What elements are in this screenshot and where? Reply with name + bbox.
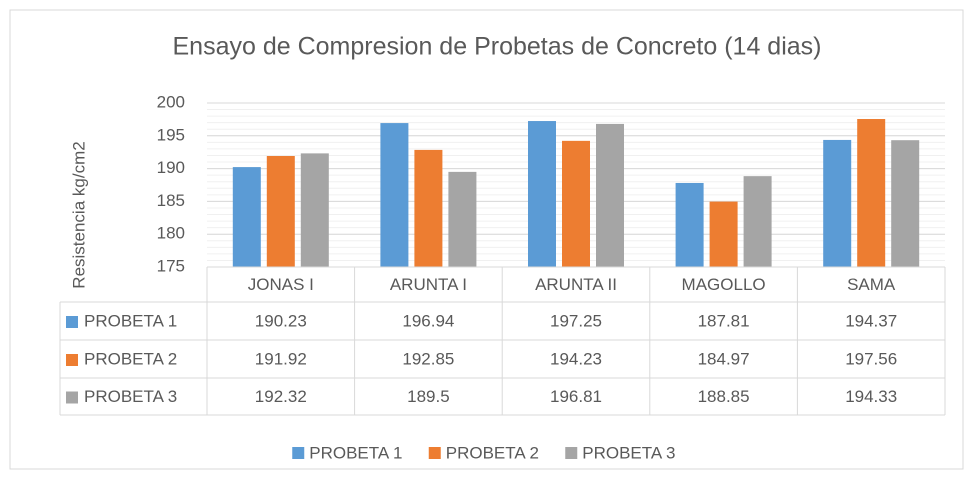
bar bbox=[743, 176, 772, 267]
table-value: 197.25 bbox=[550, 311, 602, 330]
table-value: 188.85 bbox=[698, 387, 750, 406]
bar bbox=[232, 167, 261, 267]
table-value: 192.32 bbox=[255, 387, 307, 406]
table-value: 184.97 bbox=[698, 349, 750, 368]
x-tick-label: ARUNTA I bbox=[390, 275, 467, 294]
table-value: 196.94 bbox=[402, 311, 454, 330]
table-legend-key bbox=[66, 316, 78, 328]
y-tick-label: 200 bbox=[157, 92, 185, 111]
table-series-name: PROBETA 2 bbox=[84, 349, 177, 368]
table-value: 190.23 bbox=[255, 311, 307, 330]
table-series-name: PROBETA 3 bbox=[84, 387, 177, 406]
bar bbox=[448, 171, 477, 267]
bar bbox=[891, 140, 920, 267]
x-tick-label: JONAS I bbox=[248, 275, 314, 294]
legend-key bbox=[292, 447, 305, 459]
table-value: 194.37 bbox=[845, 311, 897, 330]
x-tick-label: MAGOLLO bbox=[682, 275, 766, 294]
bar bbox=[300, 153, 329, 267]
table-value: 194.23 bbox=[550, 349, 602, 368]
x-tick-label: SAMA bbox=[847, 275, 896, 294]
table-value: 194.33 bbox=[845, 387, 897, 406]
legend-label: PROBETA 3 bbox=[582, 443, 675, 462]
y-axis-title: Resistencia kg/cm2 bbox=[69, 141, 88, 288]
legend-label: PROBETA 2 bbox=[446, 443, 539, 462]
bar bbox=[823, 139, 852, 267]
y-tick-label: 180 bbox=[157, 224, 185, 243]
table-value: 196.81 bbox=[550, 387, 602, 406]
legend-label: PROBETA 1 bbox=[309, 443, 402, 462]
table-value: 191.92 bbox=[255, 349, 307, 368]
table-value: 189.5 bbox=[407, 387, 450, 406]
table-value: 192.85 bbox=[402, 349, 454, 368]
bar bbox=[675, 182, 704, 267]
legend-key bbox=[428, 447, 441, 459]
bar bbox=[562, 140, 590, 267]
legend-key bbox=[565, 447, 578, 459]
table-legend-key bbox=[66, 391, 78, 404]
bar bbox=[380, 123, 409, 267]
table-series-name: PROBETA 1 bbox=[84, 311, 177, 330]
y-tick-label: 185 bbox=[157, 191, 185, 210]
bar bbox=[528, 121, 556, 267]
table-value: 187.81 bbox=[698, 311, 750, 330]
table-legend-key bbox=[66, 354, 78, 366]
y-tick-label: 175 bbox=[157, 256, 185, 275]
chart-title: Ensayo de Compresion de Probetas de Conc… bbox=[173, 33, 822, 61]
bar bbox=[414, 149, 443, 267]
bar bbox=[857, 119, 886, 267]
bar bbox=[266, 156, 295, 267]
bar bbox=[709, 201, 738, 267]
y-tick-label: 190 bbox=[157, 158, 185, 177]
x-tick-label: ARUNTA II bbox=[535, 275, 617, 294]
chart-border bbox=[9, 9, 964, 470]
bar bbox=[596, 123, 624, 268]
table-value: 197.56 bbox=[845, 349, 897, 368]
y-tick-label: 195 bbox=[157, 125, 185, 144]
